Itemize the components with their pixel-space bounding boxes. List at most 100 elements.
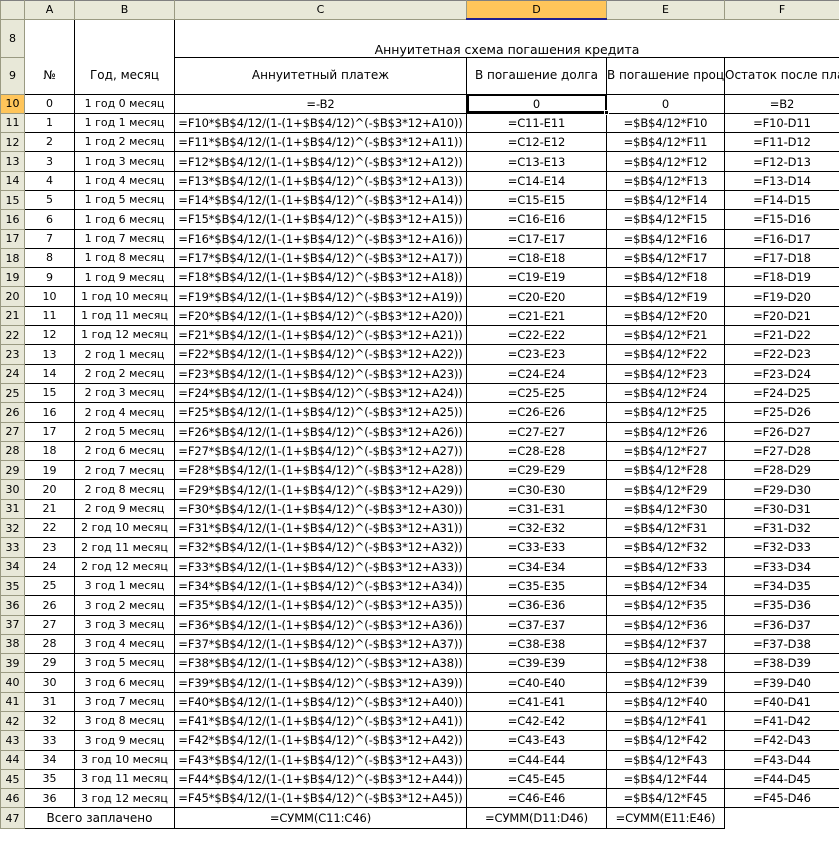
cell-f13[interactable]: =F12-D13	[724, 151, 839, 172]
cell-e37[interactable]: =$B$4/12*F36	[606, 614, 725, 635]
row-header-10[interactable]: 10	[0, 93, 25, 114]
row-header-41[interactable]: 41	[0, 691, 25, 713]
cell-d37[interactable]: =C37-E37	[466, 614, 607, 635]
cell-a41[interactable]: 31	[24, 691, 75, 713]
cell-a12[interactable]: 2	[24, 132, 75, 153]
cell-c9-header-annuity-payment[interactable]: Аннуитетный платеж	[174, 56, 467, 95]
cell-e46[interactable]: =$B$4/12*F45	[606, 788, 725, 809]
cell-b10[interactable]: 1 год 0 месяц	[74, 93, 175, 114]
cell-f38[interactable]: =F37-D38	[724, 633, 839, 655]
cell-a32[interactable]: 22	[24, 518, 75, 539]
cell-d43[interactable]: =C43-E43	[466, 730, 607, 751]
cell-c29[interactable]: =F28*$B$4/12/(1-(1+$B$4/12)^(-$B$3*12+A2…	[174, 460, 467, 481]
cell-b17[interactable]: 1 год 7 месяц	[74, 228, 175, 249]
row-header-23[interactable]: 23	[0, 344, 25, 365]
cell-f21[interactable]: =F20-D21	[724, 305, 839, 327]
cell-a10[interactable]: 0	[24, 93, 75, 114]
cell-e20[interactable]: =$B$4/12*F19	[606, 286, 725, 307]
cell-b24[interactable]: 2 год 2 месяц	[74, 363, 175, 384]
cell-f12[interactable]: =F11-D12	[724, 132, 839, 153]
cell-c26[interactable]: =F25*$B$4/12/(1-(1+$B$4/12)^(-$B$3*12+A2…	[174, 402, 467, 423]
cell-b40[interactable]: 3 год 6 месяц	[74, 672, 175, 693]
total-d-cell[interactable]: =СУММ(D11:D46)	[466, 807, 607, 830]
cell-f18[interactable]: =F17-D18	[724, 247, 839, 269]
total-label-cell[interactable]: Всего заплачено	[24, 807, 175, 830]
cell-a39[interactable]: 29	[24, 653, 75, 674]
cell-d28[interactable]: =C28-E28	[466, 440, 607, 462]
cell-f11[interactable]: =F10-D11	[724, 112, 839, 134]
row-header-12[interactable]: 12	[0, 132, 25, 153]
cell-f36[interactable]: =F35-D36	[724, 595, 839, 616]
cell-d34[interactable]: =C34-E34	[466, 556, 607, 577]
cell-c15[interactable]: =F14*$B$4/12/(1-(1+$B$4/12)^(-$B$3*12+A1…	[174, 189, 467, 211]
cell-f35[interactable]: =F34-D35	[724, 575, 839, 597]
cell-b15[interactable]: 1 год 5 месяц	[74, 189, 175, 211]
cell-c20[interactable]: =F19*$B$4/12/(1-(1+$B$4/12)^(-$B$3*12+A1…	[174, 286, 467, 307]
row-header-42[interactable]: 42	[0, 710, 25, 732]
cell-c46[interactable]: =F45*$B$4/12/(1-(1+$B$4/12)^(-$B$3*12+A4…	[174, 788, 467, 809]
cell-a28[interactable]: 18	[24, 440, 75, 462]
cell-b31[interactable]: 2 год 9 месяц	[74, 498, 175, 520]
cell-a31[interactable]: 21	[24, 498, 75, 520]
row-header-26[interactable]: 26	[0, 402, 25, 423]
cell-c13[interactable]: =F12*$B$4/12/(1-(1+$B$4/12)^(-$B$3*12+A1…	[174, 151, 467, 172]
cell-c12[interactable]: =F11*$B$4/12/(1-(1+$B$4/12)^(-$B$3*12+A1…	[174, 132, 467, 153]
cell-d21[interactable]: =C21-E21	[466, 305, 607, 327]
column-header-d[interactable]: D	[466, 0, 607, 20]
cell-c14[interactable]: =F13*$B$4/12/(1-(1+$B$4/12)^(-$B$3*12+A1…	[174, 170, 467, 191]
cell-c19[interactable]: =F18*$B$4/12/(1-(1+$B$4/12)^(-$B$3*12+A1…	[174, 267, 467, 288]
cell-b44[interactable]: 3 год 10 месяц	[74, 749, 175, 770]
cell-d24[interactable]: =C24-E24	[466, 363, 607, 384]
column-header-a[interactable]: A	[24, 0, 75, 20]
cell-a20[interactable]: 10	[24, 286, 75, 307]
cell-d15[interactable]: =C15-E15	[466, 189, 607, 211]
total-f-cell[interactable]	[724, 807, 839, 829]
cell-b30[interactable]: 2 год 8 месяц	[74, 479, 175, 500]
cell-c10[interactable]: =-B2	[174, 93, 467, 114]
cell-b27[interactable]: 2 год 5 месяц	[74, 421, 175, 442]
cell-d11[interactable]: =C11-E11	[466, 112, 607, 134]
cell-b46[interactable]: 3 год 12 месяц	[74, 788, 175, 809]
cell-b21[interactable]: 1 год 11 месяц	[74, 305, 175, 327]
cell-d36[interactable]: =C36-E36	[466, 595, 607, 616]
cell-f26[interactable]: =F25-D26	[724, 402, 839, 423]
row-header-47[interactable]: 47	[0, 807, 25, 830]
fill-handle[interactable]	[603, 110, 609, 116]
select-all-corner[interactable]	[0, 0, 25, 20]
cell-a8[interactable]	[24, 18, 75, 57]
cell-c18[interactable]: =F17*$B$4/12/(1-(1+$B$4/12)^(-$B$3*12+A1…	[174, 247, 467, 269]
cell-e33[interactable]: =$B$4/12*F32	[606, 537, 725, 558]
cell-e31[interactable]: =$B$4/12*F30	[606, 498, 725, 520]
cell-d23[interactable]: =C23-E23	[466, 344, 607, 365]
cell-c35[interactable]: =F34*$B$4/12/(1-(1+$B$4/12)^(-$B$3*12+A3…	[174, 575, 467, 597]
cell-f14[interactable]: =F13-D14	[724, 170, 839, 191]
cell-f32[interactable]: =F31-D32	[724, 518, 839, 539]
cell-d10[interactable]: 0	[466, 93, 607, 114]
cell-title-c8[interactable]: Аннуитетная схема погашения кредита	[174, 18, 839, 58]
cell-e43[interactable]: =$B$4/12*F42	[606, 730, 725, 751]
cell-a24[interactable]: 14	[24, 363, 75, 384]
cell-e32[interactable]: =$B$4/12*F31	[606, 518, 725, 539]
cell-c22[interactable]: =F21*$B$4/12/(1-(1+$B$4/12)^(-$B$3*12+A2…	[174, 325, 467, 346]
cell-f31[interactable]: =F30-D31	[724, 498, 839, 520]
row-header-27[interactable]: 27	[0, 421, 25, 442]
cell-d27[interactable]: =C27-E27	[466, 421, 607, 442]
cell-c28[interactable]: =F27*$B$4/12/(1-(1+$B$4/12)^(-$B$3*12+A2…	[174, 440, 467, 462]
cell-b33[interactable]: 2 год 11 месяц	[74, 537, 175, 558]
cell-a25[interactable]: 15	[24, 382, 75, 404]
cell-c38[interactable]: =F37*$B$4/12/(1-(1+$B$4/12)^(-$B$3*12+A3…	[174, 633, 467, 655]
cell-d45[interactable]: =C45-E45	[466, 768, 607, 790]
cell-b38[interactable]: 3 год 4 месяц	[74, 633, 175, 655]
cell-d33[interactable]: =C33-E33	[466, 537, 607, 558]
cell-b43[interactable]: 3 год 9 месяц	[74, 730, 175, 751]
cell-d19[interactable]: =C19-E19	[466, 267, 607, 288]
cell-f27[interactable]: =F26-D27	[724, 421, 839, 442]
cell-e29[interactable]: =$B$4/12*F28	[606, 460, 725, 481]
cell-e13[interactable]: =$B$4/12*F12	[606, 151, 725, 172]
cell-a33[interactable]: 23	[24, 537, 75, 558]
total-c-cell[interactable]: =СУММ(C11:C46)	[174, 807, 467, 830]
cell-b26[interactable]: 2 год 4 месяц	[74, 402, 175, 423]
cell-f15[interactable]: =F14-D15	[724, 189, 839, 211]
cell-a18[interactable]: 8	[24, 247, 75, 269]
